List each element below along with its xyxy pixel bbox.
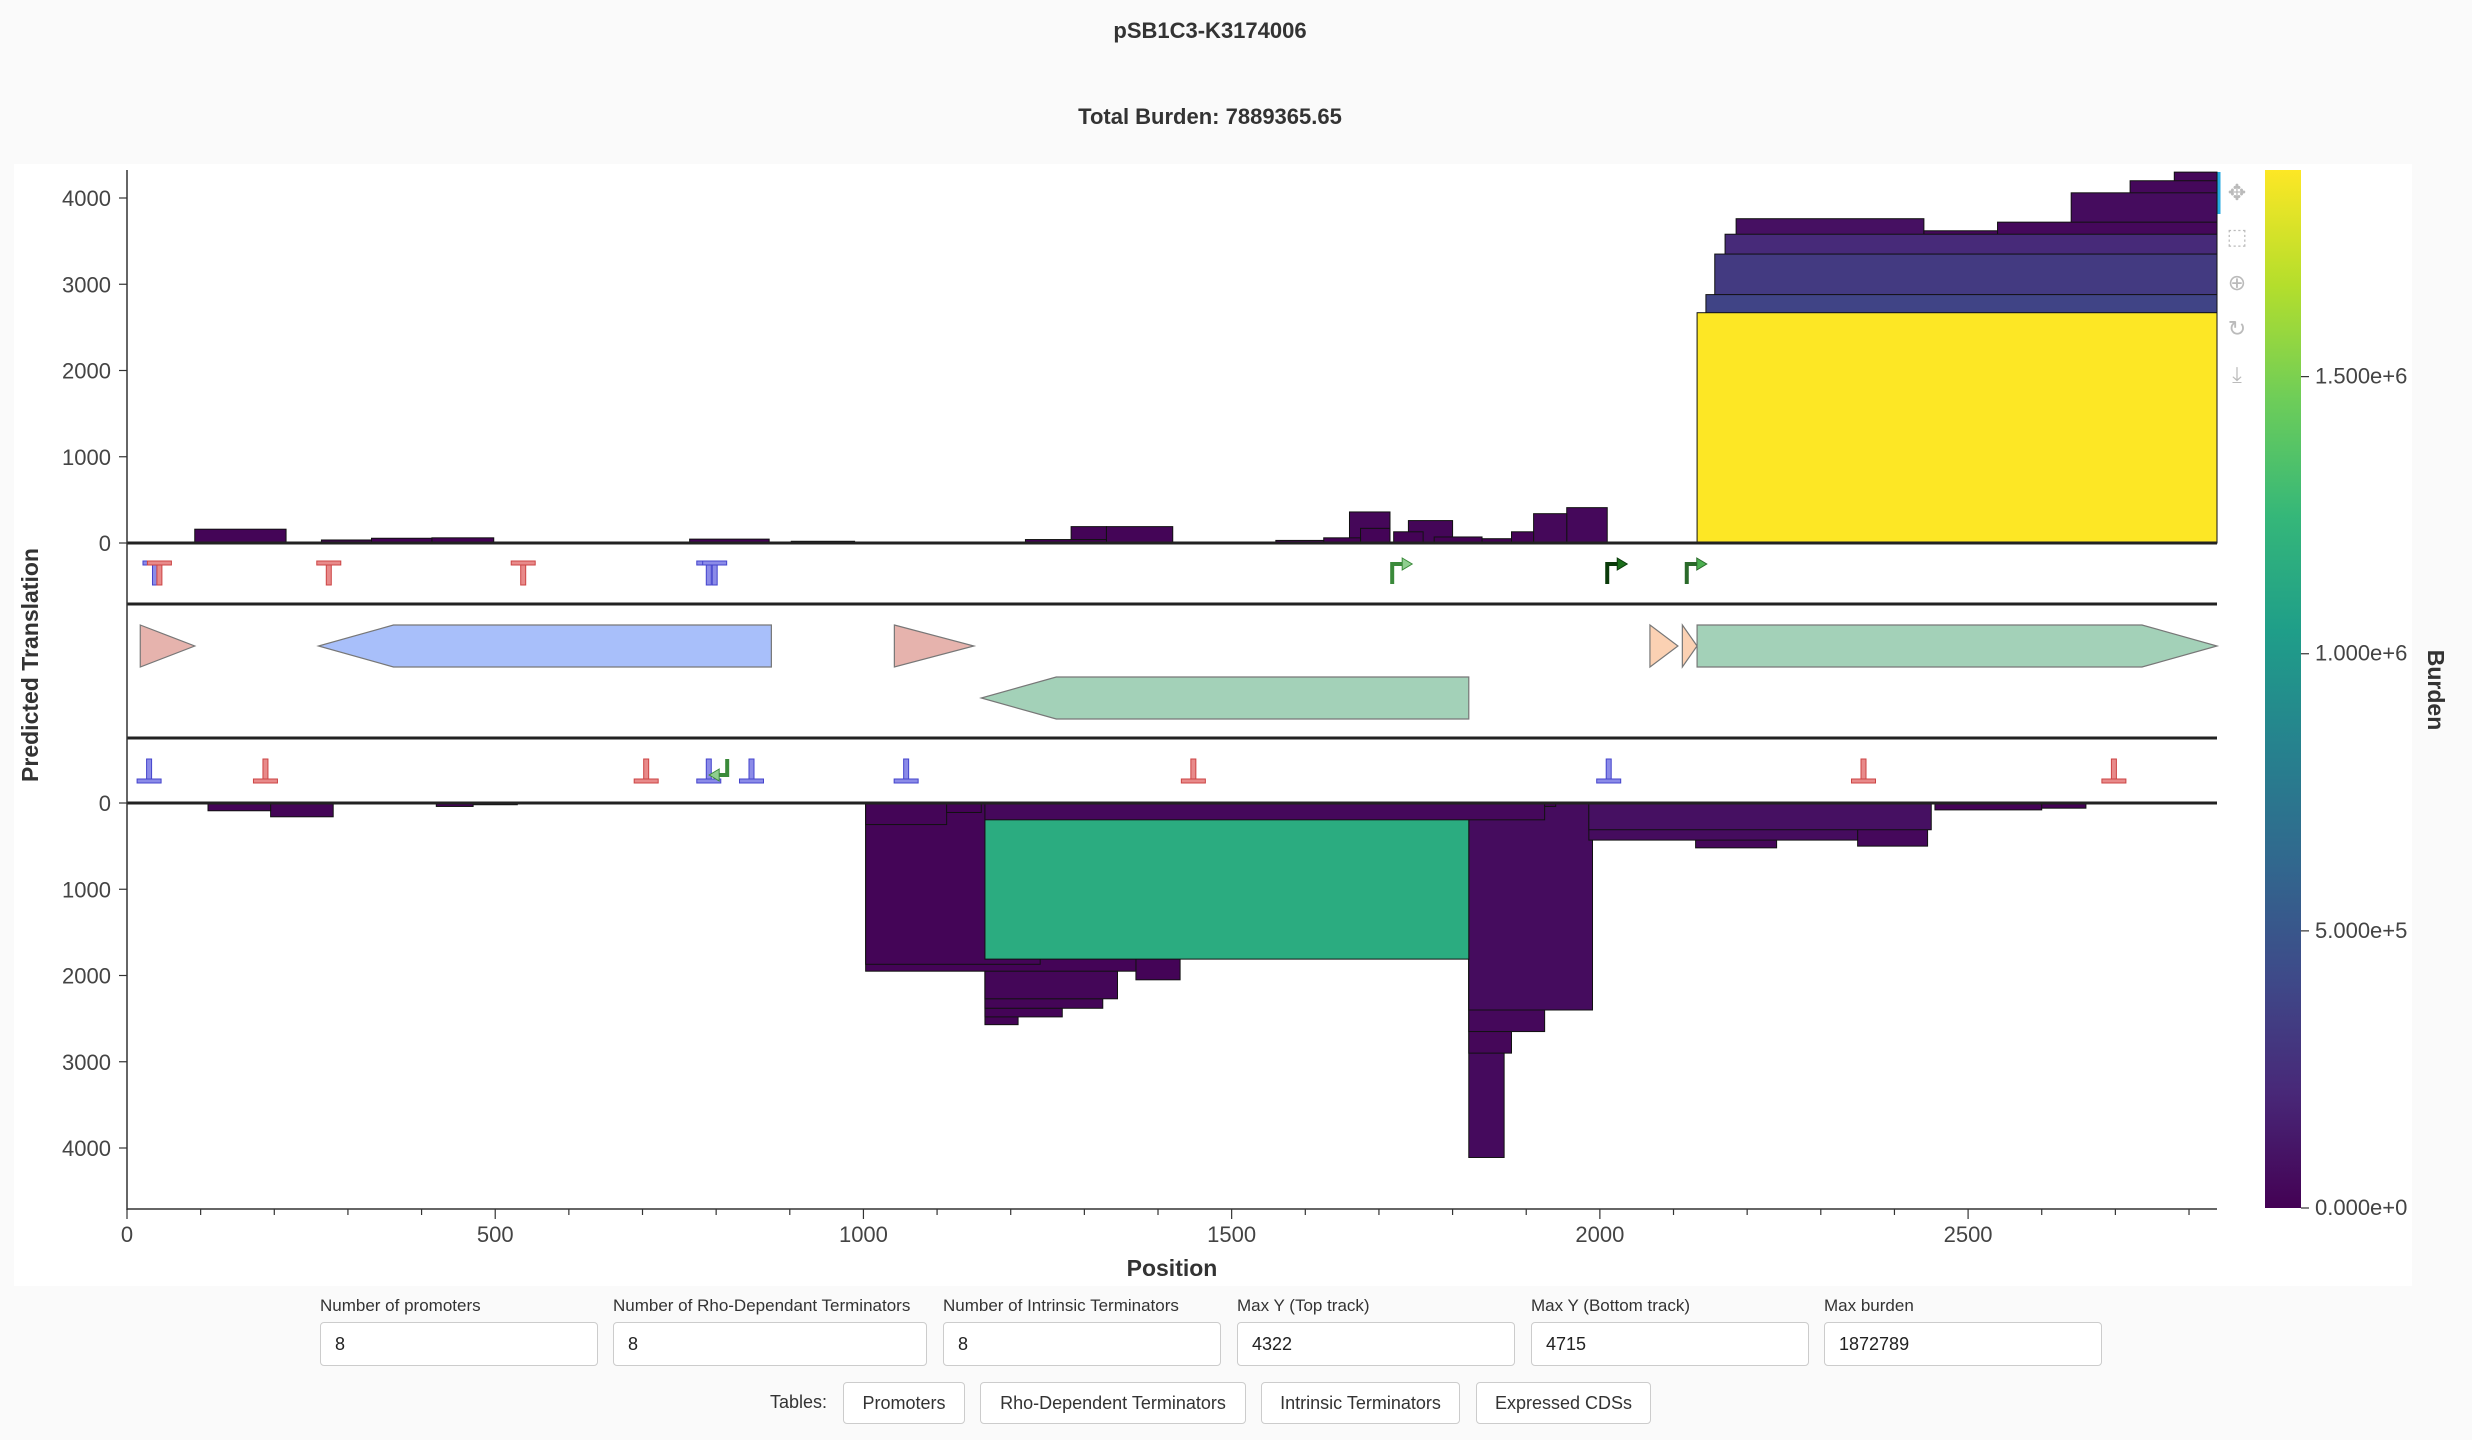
- plot-canvas[interactable]: 0 500 1000 1500 2000 2500 0 1000 2000 3000 4000 0 10…: [0, 0, 2472, 1300]
- top-rho-terminator-marker: [316, 560, 342, 586]
- top-bar: [1533, 513, 1568, 544]
- bottom-intrinsic-terminator-marker: [696, 758, 722, 784]
- top-rho-terminator-marker: [146, 560, 172, 586]
- top-y-tick-label: 3000: [62, 272, 111, 297]
- bottom-y-tick-label: 4000: [62, 1136, 111, 1161]
- rbs-feature: [893, 624, 977, 668]
- bottom-bar: [1468, 802, 1594, 1011]
- rbs-feature: [139, 624, 197, 668]
- bottom-bar: [984, 802, 1470, 960]
- cds-feature: [1696, 624, 2220, 668]
- x-tick-label: 0: [121, 1222, 133, 1247]
- promoters-table-button[interactable]: Promoters: [843, 1382, 965, 1424]
- intrinsic-terminators-label: Number of Intrinsic Terminators: [943, 1296, 1179, 1315]
- top-y-tick-label: 1000: [62, 445, 111, 470]
- bottom-rho-terminator-marker: [1180, 758, 1206, 784]
- top-bar: [1510, 531, 1535, 544]
- max-burden-input[interactable]: 1872789: [1824, 1322, 2102, 1366]
- tables-label: Tables:: [770, 1392, 828, 1412]
- bottom-bar: [865, 802, 948, 826]
- top-promoter-weak-marker: [1390, 557, 1414, 584]
- intrinsic-terminators-table-button[interactable]: Intrinsic Terminators: [1261, 1382, 1460, 1424]
- top-bar: [194, 528, 287, 544]
- x-tick-label: 2000: [1575, 1222, 1624, 1247]
- cds-feature: [979, 676, 1470, 720]
- rbs-feature: [1681, 623, 1698, 669]
- colorbar-tick-label: 1.500e+6: [2315, 364, 2407, 389]
- rho-terminators-table-button[interactable]: Rho-Dependent Terminators: [980, 1382, 1246, 1424]
- top-bar: [1696, 312, 2218, 544]
- cds-feature: [316, 624, 772, 668]
- colorbar: [2265, 170, 2301, 1208]
- top-y-tick-label: 4000: [62, 186, 111, 211]
- max-y-top-widget: Max Y (Top track) 4322: [1237, 1296, 1515, 1366]
- y-axis-label: Predicted Translation: [17, 548, 43, 782]
- x-tick-label: 1000: [839, 1222, 888, 1247]
- bottom-bar: [270, 802, 334, 818]
- expressed-cdss-table-button[interactable]: Expressed CDSs: [1476, 1382, 1651, 1424]
- max-y-top-input[interactable]: 4322: [1237, 1322, 1515, 1366]
- bottom-rho-terminator-marker: [633, 758, 659, 784]
- total-burden: Total Burden: 7889365.65: [1078, 104, 1342, 129]
- bottom-intrinsic-terminator-marker: [893, 758, 919, 784]
- max-y-bottom-widget: Max Y (Bottom track) 4715: [1531, 1296, 1809, 1366]
- top-bar: [1393, 531, 1424, 544]
- max-y-top-label: Max Y (Top track): [1237, 1296, 1370, 1315]
- promoters-widget: Number of promoters 8: [320, 1296, 598, 1366]
- bottom-y-tick-label: 3000: [62, 1050, 111, 1075]
- rbs-feature: [1649, 623, 1679, 669]
- top-promoter-medium-marker: [1684, 557, 1708, 584]
- max-burden-widget: Max burden 1872789: [1824, 1296, 2102, 1366]
- colorbar-label: Burden: [2423, 650, 2449, 731]
- bottom-rho-terminator-marker: [1851, 758, 1877, 784]
- top-bar: [1566, 507, 1608, 544]
- max-y-bottom-label: Max Y (Bottom track): [1531, 1296, 1691, 1315]
- bottom-y-tick-label: 2000: [62, 964, 111, 989]
- bottom-rho-terminator-marker: [2101, 758, 2127, 784]
- box-zoom-icon[interactable]: ⬚: [2226, 224, 2248, 249]
- rho-terminators-widget: Number of Rho-Dependant Terminators 8: [613, 1296, 927, 1366]
- pan-icon[interactable]: ✥: [2227, 180, 2247, 205]
- reset-icon[interactable]: ↻: [2227, 316, 2247, 341]
- top-intrinsic-terminator-marker: [702, 560, 728, 586]
- bottom-bar: [1588, 802, 1932, 831]
- bottom-intrinsic-terminator-marker: [1596, 758, 1622, 784]
- x-tick-label: 1500: [1207, 1222, 1256, 1247]
- bottom-y-tick-label: 1000: [62, 877, 111, 902]
- colorbar-tick-label: 5.000e+5: [2315, 918, 2407, 943]
- wheel-zoom-icon[interactable]: ⊕: [2227, 270, 2247, 295]
- top-y-tick-label: 0: [99, 531, 111, 556]
- bottom-intrinsic-terminator-marker: [738, 758, 764, 784]
- top-bar: [1360, 527, 1391, 544]
- max-y-bottom-input[interactable]: 4715: [1531, 1322, 1809, 1366]
- rho-terminators-input[interactable]: 8: [613, 1322, 927, 1366]
- colorbar-tick-label: 0.000e+0: [2315, 1195, 2407, 1220]
- save-icon[interactable]: ⤓: [2232, 362, 2242, 387]
- bottom-rho-terminator-marker: [252, 758, 278, 784]
- rho-terminators-label: Number of Rho-Dependant Terminators: [613, 1296, 911, 1315]
- promoters-input[interactable]: 8: [320, 1322, 598, 1366]
- bottom-promoter-weak-marker: [708, 759, 730, 782]
- intrinsic-terminators-input[interactable]: 8: [943, 1322, 1221, 1366]
- bottom-bar: [984, 802, 1546, 821]
- top-bar: [1105, 526, 1174, 544]
- top-promoter-strong-marker: [1605, 557, 1629, 584]
- chart-title: pSB1C3-K3174006: [1113, 18, 1307, 43]
- promoters-label: Number of promoters: [320, 1296, 481, 1315]
- top-y-tick-label: 2000: [62, 359, 111, 384]
- bottom-y-tick-label: 0: [99, 791, 111, 816]
- colorbar-tick-label: 1.000e+6: [2315, 641, 2407, 666]
- bottom-intrinsic-terminator-marker: [136, 758, 162, 784]
- intrinsic-terminators-widget: Number of Intrinsic Terminators 8: [943, 1296, 1221, 1366]
- x-tick-label: 500: [477, 1222, 514, 1247]
- x-axis-label: Position: [1127, 1255, 1218, 1281]
- max-burden-label: Max burden: [1824, 1296, 1914, 1315]
- top-rho-terminator-marker: [510, 560, 536, 586]
- x-tick-label: 2500: [1944, 1222, 1993, 1247]
